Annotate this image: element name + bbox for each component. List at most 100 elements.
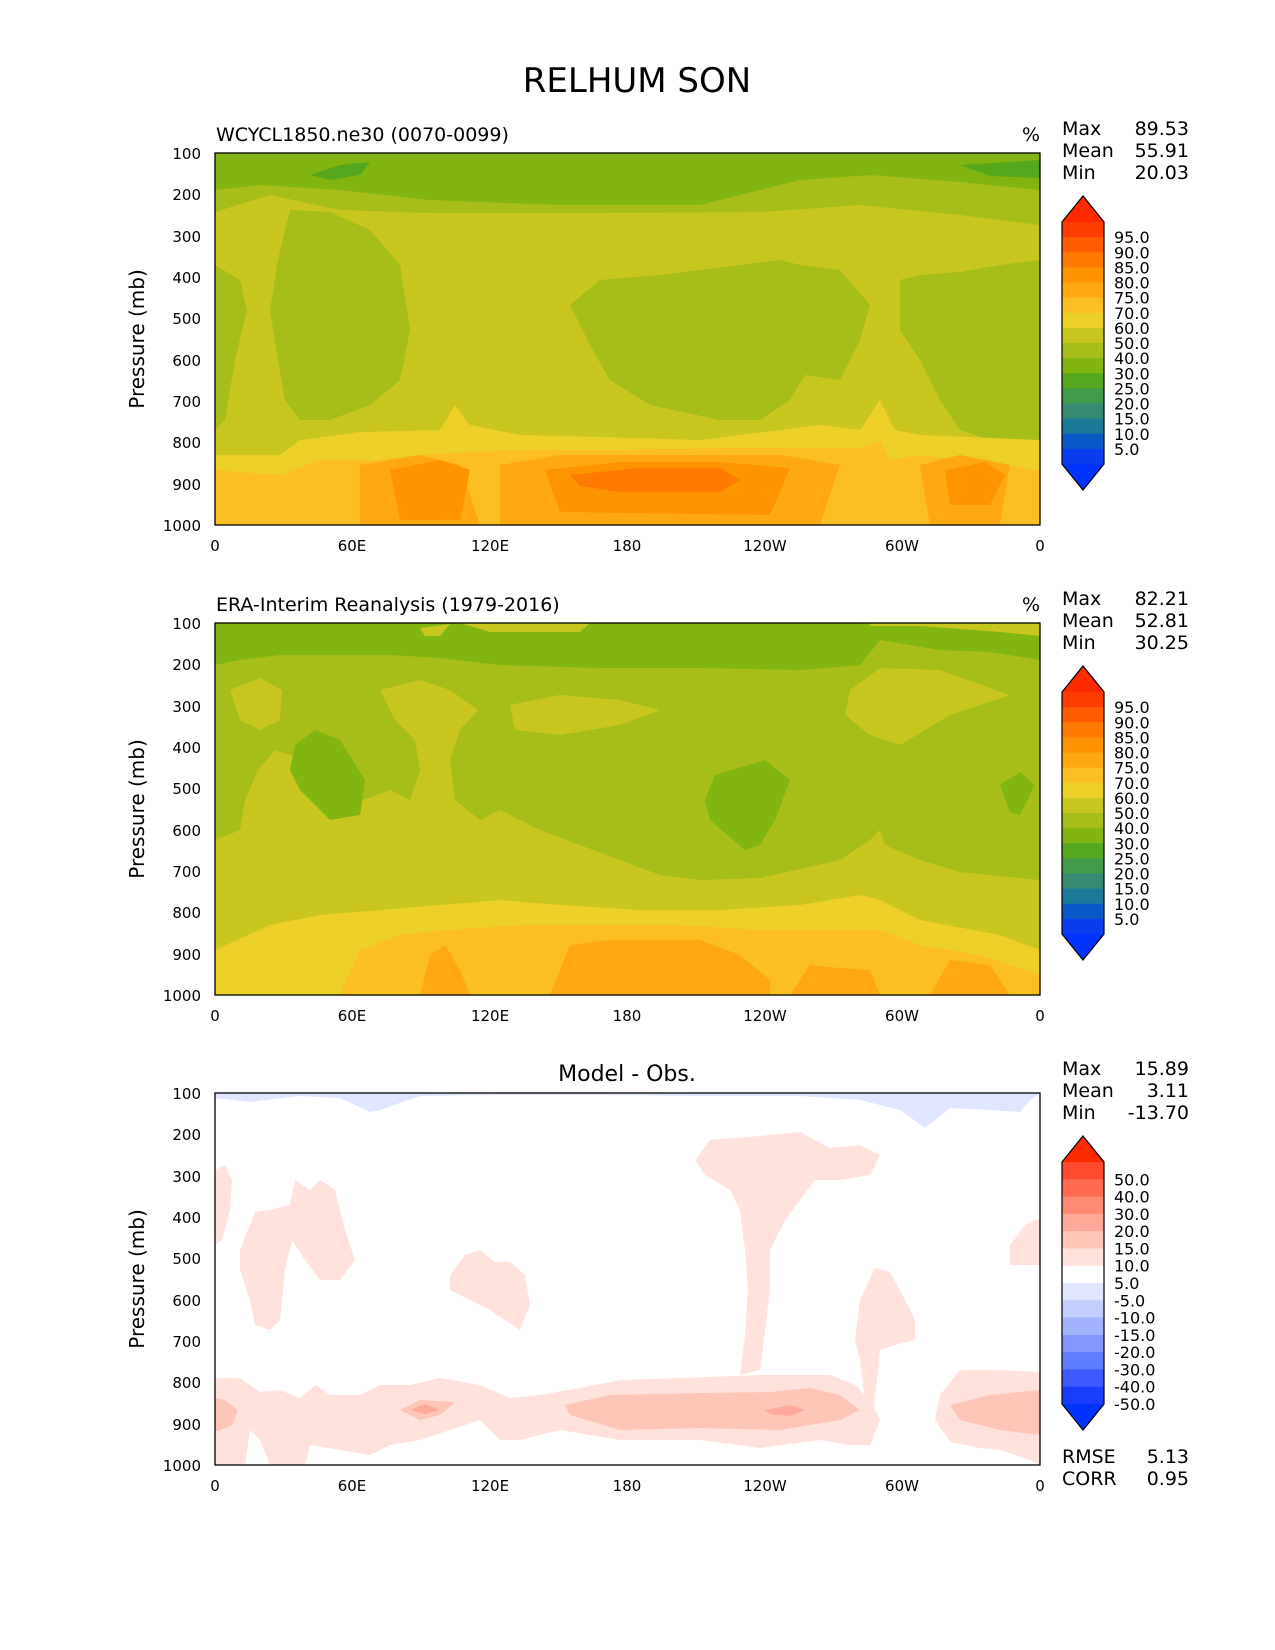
colorbar-top-cap [1062,666,1104,692]
y-tick-label: 800 [172,904,201,922]
colorbar-swatch [1062,1179,1104,1198]
x-tick-label: 120E [471,537,509,555]
stat-value: 52.81 [1135,610,1189,632]
contour-fill [550,940,770,995]
colorbar-bottom-cap [1062,934,1104,960]
colorbar-swatch [1062,252,1104,268]
stat-label: Max [1062,1058,1101,1080]
colorbar-swatch [1062,918,1104,935]
colorbar-tick-label: 15.0 [1114,410,1150,429]
colorbar-tick-label: 40.0 [1114,349,1150,368]
stat-label: Mean [1062,610,1114,632]
x-tick-label: 0 [1035,1477,1045,1495]
colorbar-swatch [1062,782,1104,799]
contour-fill [310,162,370,180]
y-tick-label: 900 [172,476,201,494]
y-tick-label: 700 [172,863,201,881]
y-tick-label: 100 [172,145,201,163]
colorbar-swatch [1062,403,1104,420]
colorbar-tick-label: 40.0 [1114,1188,1150,1207]
stat-value: 89.53 [1135,118,1189,140]
panel-diff-stats: Max 15.89 Mean 3.11 Min -13.70 RMSE 5.13… [1062,1058,1189,1490]
contour-fill [1010,1218,1040,1265]
contour-fill [215,265,247,430]
stat-label: Max [1062,588,1101,610]
colorbar-tick-label: -40.0 [1114,1378,1155,1397]
stat-label: Mean [1062,1080,1114,1102]
contour-fill [845,668,1010,745]
colorbar-swatch [1062,448,1104,465]
colorbar-tick-label: 80.0 [1114,744,1150,763]
x-tick-label: 0 [1035,1007,1045,1025]
y-tick-label: 200 [172,1126,201,1144]
colorbar-bottom-cap [1062,1404,1104,1430]
colorbar-swatch [1062,828,1104,844]
x-tick-label: 60E [338,1007,367,1025]
colorbar-tick-label: 20.0 [1114,865,1150,884]
colorbar-swatch [1062,222,1104,238]
colorbar-tick-label: 90.0 [1114,713,1150,732]
colorbar-swatch [1062,1162,1104,1180]
y-tick-label: 1000 [163,517,201,535]
panel-test-stats: Max 89.53 Mean 55.91 Min 20.03 [1062,118,1189,184]
colorbar-tick-label: -10.0 [1114,1309,1155,1328]
y-tick-label: 700 [172,1333,201,1351]
x-tick-label: 120E [471,1007,509,1025]
y-tick-label: 800 [172,1374,201,1392]
y-tick-label: 100 [172,1085,201,1103]
colorbar-tick-label: 30.0 [1114,834,1150,853]
colorbar-tick-label: 50.0 [1114,334,1150,353]
colorbar-swatch [1062,843,1104,859]
colorbar-tick-label: 30.0 [1114,1205,1150,1224]
colorbar-tick-label: 50.0 [1114,1170,1150,1189]
panel-ref-left-title: ERA-Interim Reanalysis (1979-2016) [216,594,560,616]
contour-fill [215,153,1040,205]
colorbar-swatch [1062,873,1104,890]
colorbar-tick-label: 10.0 [1114,1257,1150,1276]
panel-diff-xticks: 0 60E 120E 180 120W 60W 0 [210,1477,1045,1495]
stat-value: 82.21 [1135,588,1189,610]
stat-value: 0.95 [1147,1468,1189,1490]
x-tick-label: 0 [210,1477,220,1495]
y-tick-label: 200 [172,656,201,674]
stat-label: Mean [1062,140,1114,162]
colorbar-swatch [1062,343,1104,359]
colorbar-swatch [1062,267,1104,284]
x-tick-label: 60E [338,1477,367,1495]
colorbar-outline [1061,665,1105,961]
colorbar-tick-label: 20.0 [1114,395,1150,414]
panel-ref-contours [215,623,1040,995]
x-tick-label: 120W [743,1007,787,1025]
colorbar-tick-label: 85.0 [1114,258,1150,277]
colorbar-swatch [1062,1196,1104,1215]
contour-fill [790,965,880,995]
x-tick-label: 0 [210,537,220,555]
contour-fill [215,1398,238,1432]
colorbar-swatch [1062,1369,1104,1388]
colorbar-tick-label: 20.0 [1114,1222,1150,1241]
colorbar-swatch [1062,1386,1104,1405]
colorbar-swatch [1062,297,1104,314]
colorbar-swatch [1062,433,1104,450]
contour-fill [565,1388,860,1430]
colorbar-swatch [1062,888,1104,905]
panel-test-frame [214,152,1041,526]
x-tick-label: 180 [613,537,642,555]
y-tick-label: 400 [172,1209,201,1227]
y-tick-label: 500 [172,1250,201,1268]
contour-fill [695,1132,880,1375]
panel-ref-xticks: 0 60E 120E 180 120W 60W 0 [210,1007,1045,1025]
colorbar-tick-label: 90.0 [1114,243,1150,262]
colorbar-swatch [1062,797,1104,814]
colorbar-swatch [1062,707,1104,723]
colorbar-tick-label: -15.0 [1114,1326,1155,1345]
contour-fill [215,1165,232,1245]
colorbar-swatch [1062,373,1104,389]
colorbar-swatch [1062,358,1104,374]
colorbar-tick-label: 75.0 [1114,289,1150,308]
x-tick-label: 120W [743,1477,787,1495]
colorbar-swatch [1062,1231,1104,1250]
colorbar-swatch [1062,1317,1104,1336]
contour-fill [450,1250,530,1330]
